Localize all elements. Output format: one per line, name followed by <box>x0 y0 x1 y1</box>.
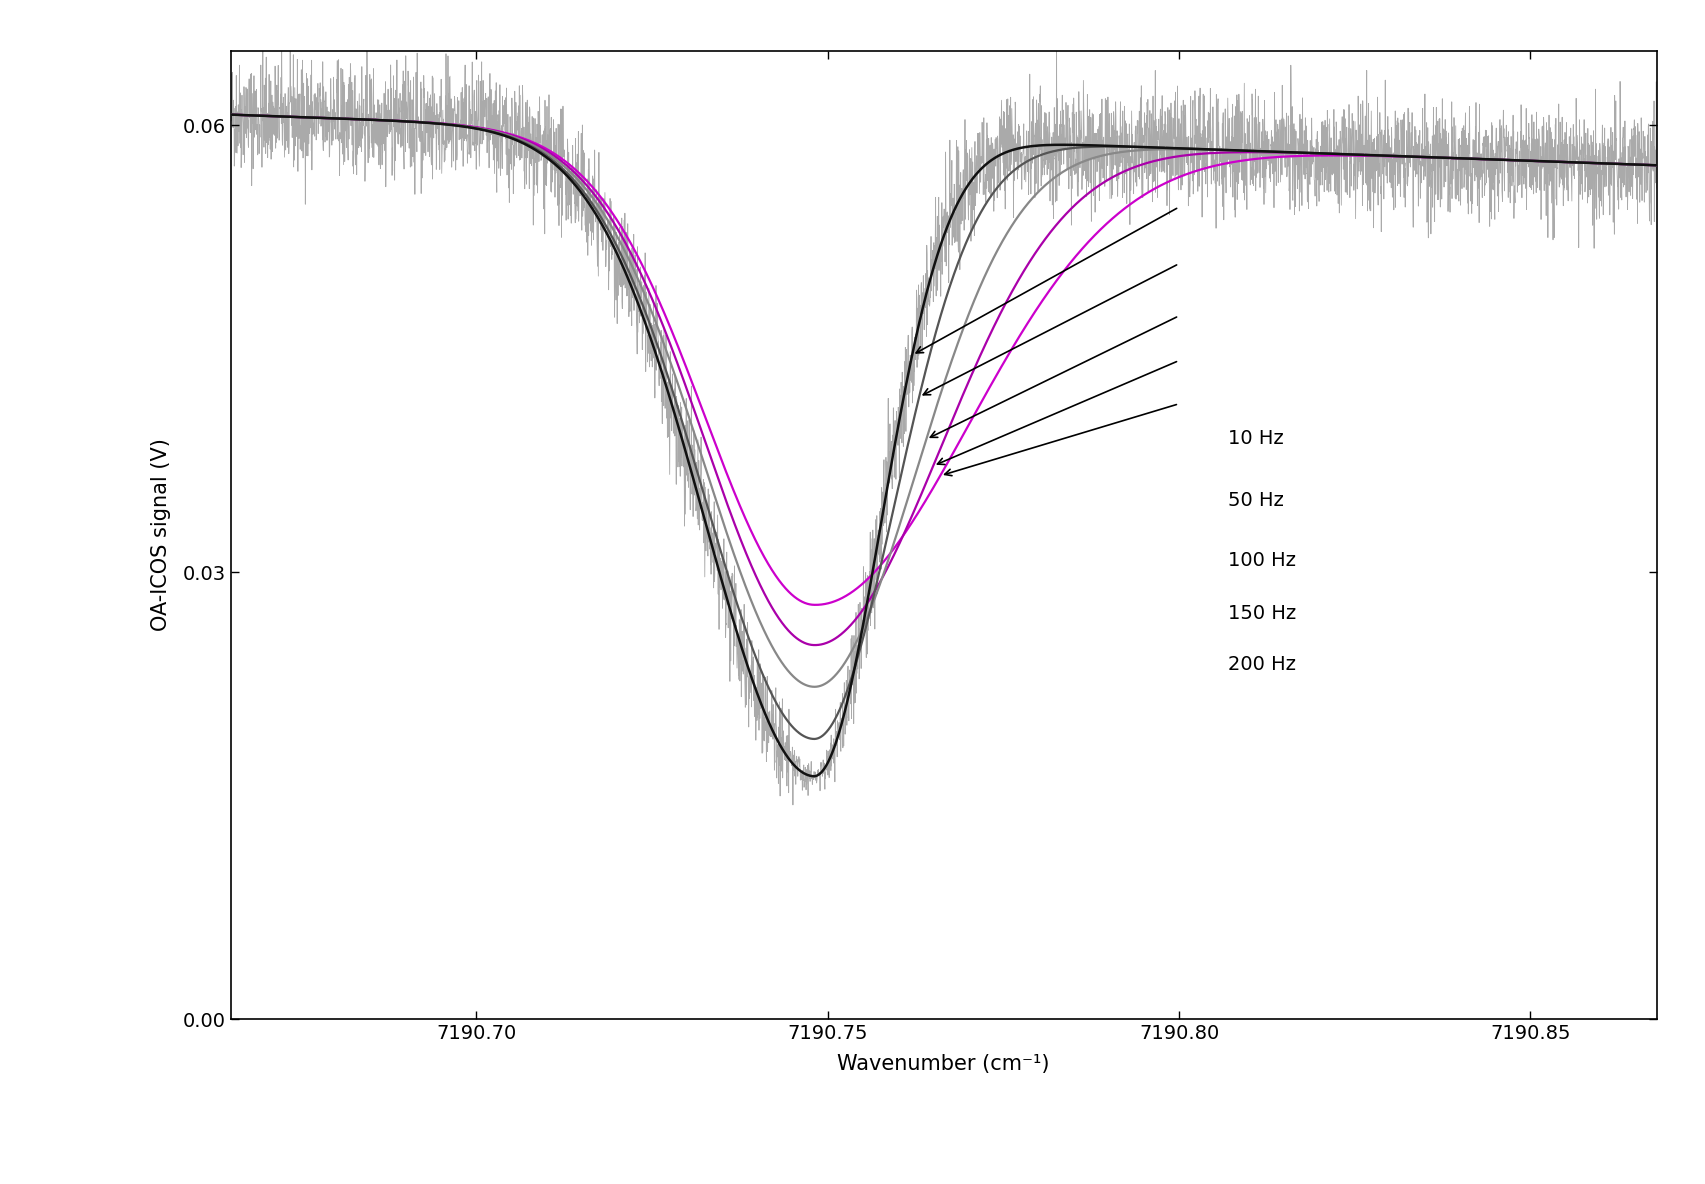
Text: 150 Hz: 150 Hz <box>1228 604 1296 624</box>
Text: 10 Hz: 10 Hz <box>1228 429 1284 448</box>
Text: 100 Hz: 100 Hz <box>1228 551 1296 570</box>
Text: 50 Hz: 50 Hz <box>1228 491 1284 510</box>
Y-axis label: OA-ICOS signal (V): OA-ICOS signal (V) <box>152 438 172 631</box>
X-axis label: Wavenumber (cm⁻¹): Wavenumber (cm⁻¹) <box>837 1054 1049 1074</box>
Text: 200 Hz: 200 Hz <box>1228 655 1296 674</box>
